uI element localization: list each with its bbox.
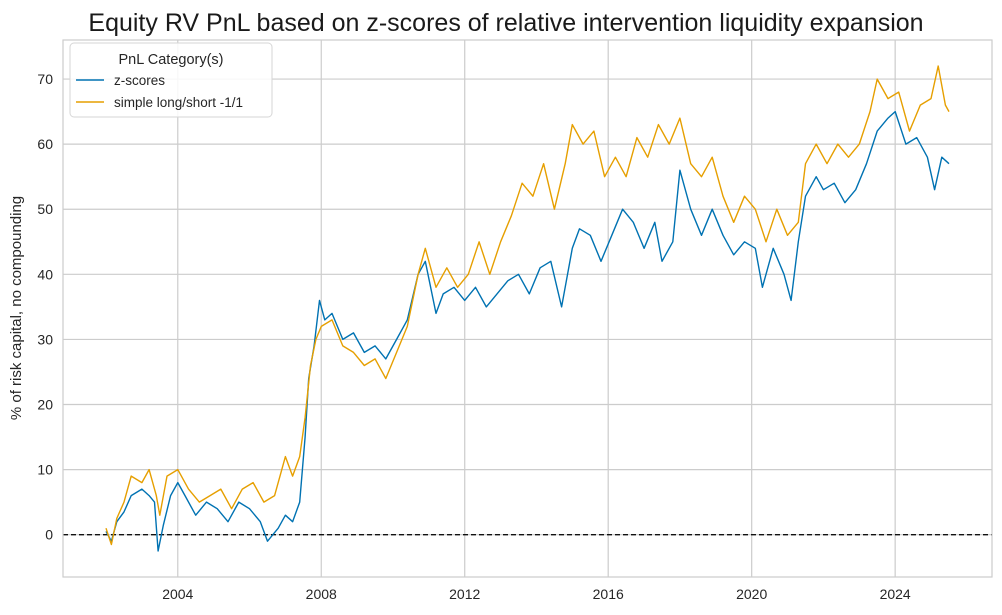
legend-label-long-short: simple long/short -1/1 xyxy=(114,95,243,110)
legend-box xyxy=(69,42,273,118)
chart-title: Equity RV PnL based on z-scores of relat… xyxy=(88,9,923,37)
series-lines xyxy=(105,65,950,552)
x-tick-label: 2012 xyxy=(449,586,480,602)
x-tick-label: 2004 xyxy=(162,586,193,602)
y-tick-labels: 0 10 20 30 40 50 60 70 xyxy=(37,71,53,543)
x-tick-label: 2024 xyxy=(880,586,911,602)
x-tick-label: 2008 xyxy=(306,586,337,602)
x-tick-labels: 2004 2008 2012 2016 2020 2024 xyxy=(162,586,911,602)
y-tick-label: 40 xyxy=(37,266,53,282)
y-tick-label: 30 xyxy=(37,331,53,347)
series-line-z-scores xyxy=(105,110,950,552)
y-tick-label: 50 xyxy=(37,201,53,217)
legend-label-z-scores: z-scores xyxy=(114,73,165,88)
y-tick-label: 10 xyxy=(37,462,53,478)
series-line-long-short xyxy=(105,65,950,546)
y-axis-label: % of risk capital, no compounding xyxy=(8,196,25,420)
plot-frame xyxy=(62,39,993,578)
legend: PnL Category(s) z-scores simple long/sho… xyxy=(69,42,273,118)
legend-title: PnL Category(s) xyxy=(118,52,223,68)
y-tick-label: 70 xyxy=(37,71,53,87)
grid-lines xyxy=(63,40,992,577)
y-tick-label: 60 xyxy=(37,136,53,152)
x-tick-label: 2016 xyxy=(593,586,624,602)
x-tick-label: 2020 xyxy=(736,586,767,602)
y-tick-label: 0 xyxy=(45,527,53,543)
y-tick-label: 20 xyxy=(37,397,53,413)
